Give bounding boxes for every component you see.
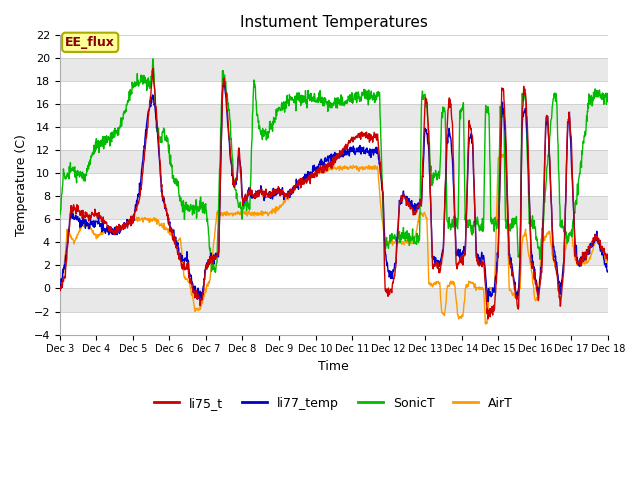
Bar	[60, 219, 608, 242]
Bar	[60, 82, 608, 104]
li77_temp	[310, 166, 317, 172]
li75_t	[604, 257, 612, 263]
AirT	[121, 226, 129, 231]
Bar	[60, 36, 608, 59]
li75_t	[484, 316, 492, 322]
AirT	[289, 189, 296, 194]
SonicT	[310, 91, 318, 96]
li75_t	[289, 190, 296, 196]
Line: AirT: AirT	[60, 155, 608, 324]
AirT	[482, 321, 490, 327]
li77_temp	[300, 177, 308, 182]
li77_temp	[484, 299, 492, 304]
li77_temp	[289, 184, 296, 190]
Bar	[60, 59, 608, 82]
Bar	[60, 104, 608, 127]
SonicT	[56, 211, 63, 216]
li75_t	[99, 217, 106, 223]
li75_t	[56, 284, 63, 290]
li77_temp	[99, 225, 106, 231]
Bar	[60, 242, 608, 265]
AirT	[368, 164, 376, 169]
li75_t	[149, 65, 157, 71]
li77_temp	[121, 220, 129, 226]
SonicT	[212, 269, 220, 275]
Legend: li75_t, li77_temp, SonicT, AirT: li75_t, li77_temp, SonicT, AirT	[149, 392, 518, 415]
AirT	[499, 152, 507, 157]
SonicT	[604, 98, 612, 104]
Bar	[60, 127, 608, 150]
X-axis label: Time: Time	[319, 360, 349, 373]
SonicT	[121, 108, 129, 114]
Text: EE_flux: EE_flux	[65, 36, 115, 49]
SonicT	[149, 56, 157, 62]
Bar	[60, 173, 608, 196]
Line: li77_temp: li77_temp	[60, 80, 608, 301]
Line: SonicT: SonicT	[60, 59, 608, 272]
Bar	[60, 265, 608, 288]
SonicT	[301, 94, 308, 99]
Title: Instument Temperatures: Instument Temperatures	[240, 15, 428, 30]
AirT	[99, 228, 106, 234]
Y-axis label: Temperature (C): Temperature (C)	[15, 134, 28, 236]
Line: li75_t: li75_t	[60, 68, 608, 319]
SonicT	[99, 144, 106, 149]
Bar	[60, 150, 608, 173]
li75_t	[121, 222, 129, 228]
li75_t	[368, 134, 376, 140]
SonicT	[289, 97, 297, 103]
Bar	[60, 288, 608, 312]
AirT	[300, 176, 307, 182]
li77_temp	[368, 147, 376, 153]
AirT	[604, 261, 612, 266]
AirT	[310, 172, 317, 178]
li77_temp	[56, 285, 63, 291]
li77_temp	[604, 268, 612, 274]
li75_t	[310, 174, 317, 180]
li77_temp	[220, 77, 228, 83]
SonicT	[369, 97, 376, 103]
Bar	[60, 312, 608, 335]
li75_t	[300, 180, 308, 185]
Bar	[60, 196, 608, 219]
AirT	[56, 284, 63, 290]
